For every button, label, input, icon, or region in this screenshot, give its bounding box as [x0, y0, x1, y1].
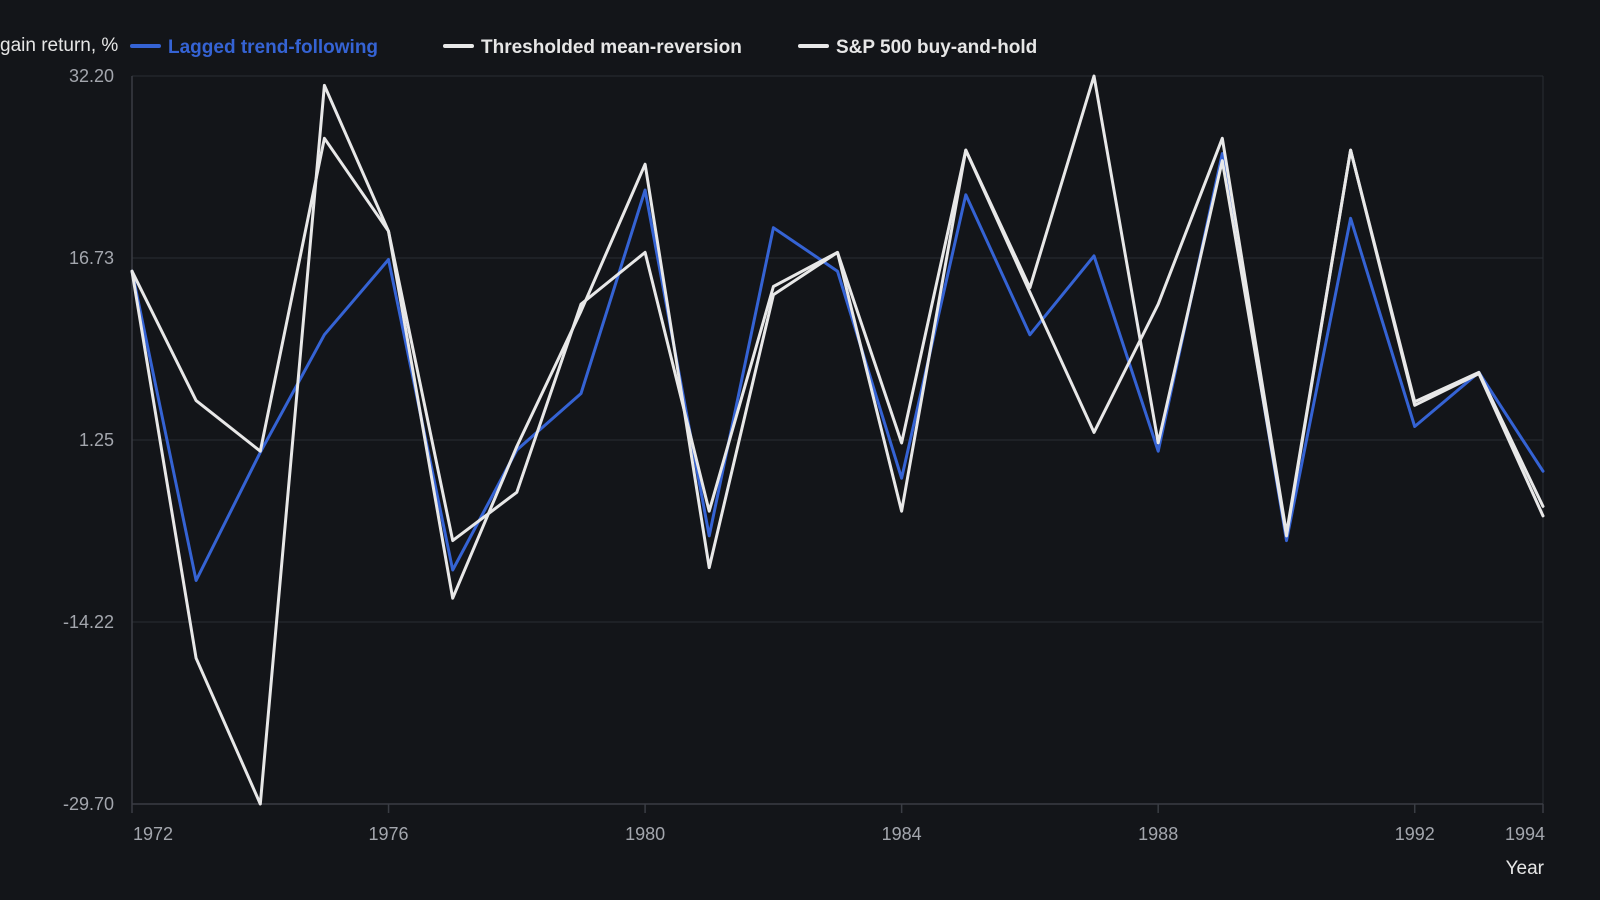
legend-label: S&P 500 buy-and-hold [836, 37, 1037, 58]
axis-titles: gain return, % Year [0, 35, 1545, 879]
y-tick-label: -14.22 [63, 612, 114, 632]
series-line-1 [130, 136, 1545, 543]
legend-item[interactable]: Lagged trend-following [130, 37, 378, 58]
y-axis-ticks: 32.20 16.73 1.25 -14.22 -29.70 [63, 66, 114, 814]
x-axis-title: Year [1506, 858, 1545, 879]
x-tick-label: 1994 [1505, 824, 1545, 844]
y-tick-label: 32.20 [69, 66, 114, 86]
series-layer [130, 74, 1545, 806]
x-tick-label: 1984 [882, 824, 922, 844]
x-tick-label: 1992 [1395, 824, 1435, 844]
legend-item[interactable]: Thresholded mean-reversion [443, 37, 742, 58]
x-tick-label: 1988 [1138, 824, 1178, 844]
legend-label: Lagged trend-following [168, 37, 378, 58]
series-line-0 [130, 152, 1545, 582]
y-tick-label: -29.70 [63, 794, 114, 814]
y-axis-title: gain return, % [0, 35, 118, 56]
x-tick-label: 1980 [625, 824, 665, 844]
series-line-2 [130, 74, 1545, 806]
legend[interactable]: Lagged trend-following Thresholded mean-r… [130, 37, 1037, 58]
grid-lines [132, 75, 1544, 805]
legend-label: Thresholded mean-reversion [481, 37, 742, 58]
x-tick-label: 1976 [369, 824, 409, 844]
legend-item[interactable]: S&P 500 buy-and-hold [798, 37, 1037, 58]
y-tick-label: 1.25 [79, 430, 114, 450]
y-tick-label: 16.73 [69, 248, 114, 268]
axes [131, 76, 1543, 805]
x-tick-label: 1972 [133, 824, 173, 844]
x-axis-ticks: 1972 1976 1980 1984 1988 1992 1994 [131, 804, 1545, 844]
